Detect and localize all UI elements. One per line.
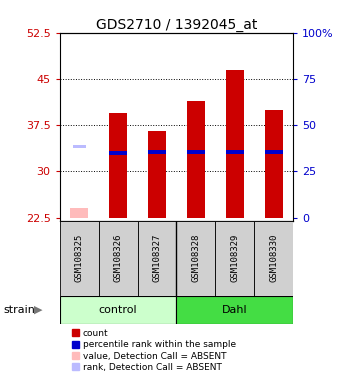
Text: GSM108330: GSM108330 bbox=[269, 234, 278, 282]
Bar bbox=[177, 296, 293, 324]
Bar bbox=[265, 110, 283, 218]
Bar bbox=[226, 150, 243, 154]
Legend: count, percentile rank within the sample, value, Detection Call = ABSENT, rank, : count, percentile rank within the sample… bbox=[72, 329, 236, 372]
Bar bbox=[254, 221, 293, 296]
Text: control: control bbox=[99, 305, 137, 315]
Text: GSM108329: GSM108329 bbox=[231, 234, 239, 282]
Bar bbox=[216, 221, 254, 296]
Bar bbox=[60, 296, 177, 324]
Bar bbox=[187, 101, 205, 218]
Bar bbox=[109, 113, 127, 218]
Title: GDS2710 / 1392045_at: GDS2710 / 1392045_at bbox=[96, 18, 257, 31]
Bar bbox=[73, 145, 86, 148]
Text: ▶: ▶ bbox=[34, 305, 43, 315]
Bar bbox=[148, 131, 166, 218]
Bar bbox=[109, 151, 127, 155]
Text: GSM108328: GSM108328 bbox=[191, 234, 201, 282]
Bar bbox=[265, 150, 283, 154]
Bar bbox=[60, 221, 99, 296]
Bar bbox=[177, 221, 216, 296]
Bar bbox=[137, 221, 177, 296]
Text: GSM108325: GSM108325 bbox=[75, 234, 84, 282]
Text: GSM108327: GSM108327 bbox=[152, 234, 162, 282]
Bar bbox=[70, 209, 88, 218]
Text: Dahl: Dahl bbox=[222, 305, 248, 315]
Bar bbox=[148, 150, 166, 154]
Bar bbox=[187, 150, 205, 154]
Text: strain: strain bbox=[3, 305, 35, 315]
Bar bbox=[99, 221, 137, 296]
Bar bbox=[226, 70, 243, 218]
Text: GSM108326: GSM108326 bbox=[114, 234, 122, 282]
